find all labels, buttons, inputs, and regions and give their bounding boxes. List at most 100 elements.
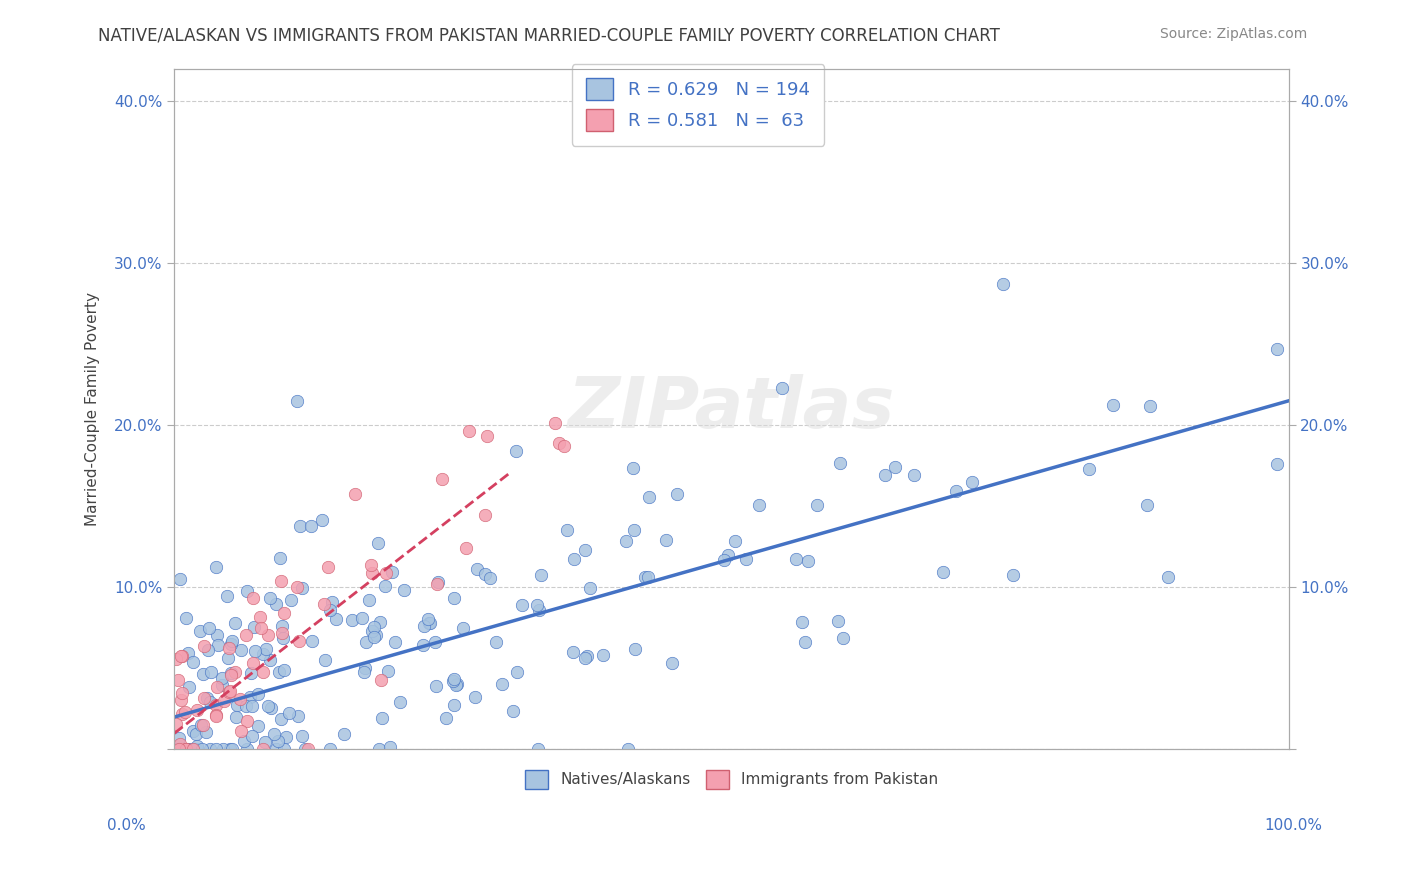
Point: [425, 679, 447, 693]
Point: [229, 692, 252, 706]
Point: [443, 672, 465, 686]
Point: [319, 603, 342, 617]
Point: [713, 553, 735, 567]
Point: [361, 624, 384, 639]
Point: [717, 548, 740, 562]
Point: [180, 742, 202, 756]
Point: [634, 570, 657, 584]
Point: [271, 631, 294, 645]
Point: [186, 703, 208, 717]
Point: [418, 612, 440, 626]
Point: [457, 424, 479, 438]
Point: [344, 487, 367, 501]
Point: [574, 651, 596, 665]
Point: [575, 649, 598, 664]
Point: [883, 460, 905, 475]
Point: [1136, 499, 1159, 513]
Point: [484, 635, 506, 649]
Text: 0.0%: 0.0%: [107, 818, 146, 832]
Point: [254, 642, 277, 657]
Point: [173, 742, 195, 756]
Point: [311, 513, 333, 527]
Point: [271, 625, 294, 640]
Point: [527, 603, 550, 617]
Point: [198, 742, 221, 756]
Point: [252, 742, 274, 756]
Point: [553, 439, 575, 453]
Point: [361, 566, 384, 580]
Point: [526, 599, 548, 613]
Point: [785, 552, 807, 566]
Point: [794, 635, 817, 649]
Point: [193, 691, 215, 706]
Point: [233, 734, 256, 748]
Point: [418, 616, 440, 631]
Point: [174, 742, 197, 756]
Point: [221, 665, 243, 680]
Point: [1077, 461, 1099, 475]
Point: [235, 628, 257, 642]
Point: [204, 742, 226, 756]
Point: [354, 661, 377, 675]
Point: [413, 619, 436, 633]
Point: [231, 724, 253, 739]
Point: [257, 628, 280, 642]
Point: [474, 508, 496, 522]
Point: [181, 742, 204, 756]
Point: [195, 725, 218, 739]
Point: [806, 498, 828, 512]
Point: [221, 742, 243, 756]
Point: [211, 671, 233, 685]
Point: [176, 742, 198, 756]
Point: [243, 620, 266, 634]
Point: [170, 648, 193, 663]
Point: [249, 621, 271, 635]
Point: [273, 606, 295, 620]
Point: [219, 683, 242, 698]
Point: [165, 651, 187, 665]
Point: [1157, 570, 1180, 584]
Point: [655, 533, 678, 547]
Point: [380, 739, 402, 754]
Point: [212, 693, 235, 707]
Point: [186, 739, 208, 753]
Point: [427, 575, 450, 590]
Point: [638, 491, 661, 505]
Point: [167, 731, 190, 746]
Point: [190, 718, 212, 732]
Point: [512, 598, 534, 612]
Point: [205, 628, 228, 642]
Point: [273, 742, 295, 756]
Point: [465, 562, 488, 576]
Point: [179, 680, 201, 694]
Point: [174, 611, 197, 625]
Point: [198, 695, 221, 709]
Point: [832, 631, 855, 645]
Point: [224, 615, 246, 630]
Point: [297, 742, 319, 756]
Point: [280, 592, 302, 607]
Point: [301, 633, 323, 648]
Point: [287, 709, 309, 723]
Point: [290, 729, 312, 743]
Point: [170, 693, 193, 707]
Point: [617, 742, 640, 756]
Point: [770, 381, 793, 395]
Point: [797, 554, 820, 568]
Point: [190, 742, 212, 756]
Point: [377, 664, 399, 678]
Point: [290, 518, 312, 533]
Point: [177, 646, 200, 660]
Point: [354, 635, 377, 649]
Point: [505, 444, 527, 458]
Point: [318, 742, 340, 756]
Point: [370, 673, 392, 687]
Point: [165, 742, 187, 756]
Point: [294, 742, 316, 756]
Point: [172, 742, 194, 756]
Point: [592, 648, 614, 662]
Point: [270, 574, 292, 589]
Point: [169, 738, 191, 752]
Point: [181, 723, 204, 738]
Point: [548, 436, 571, 450]
